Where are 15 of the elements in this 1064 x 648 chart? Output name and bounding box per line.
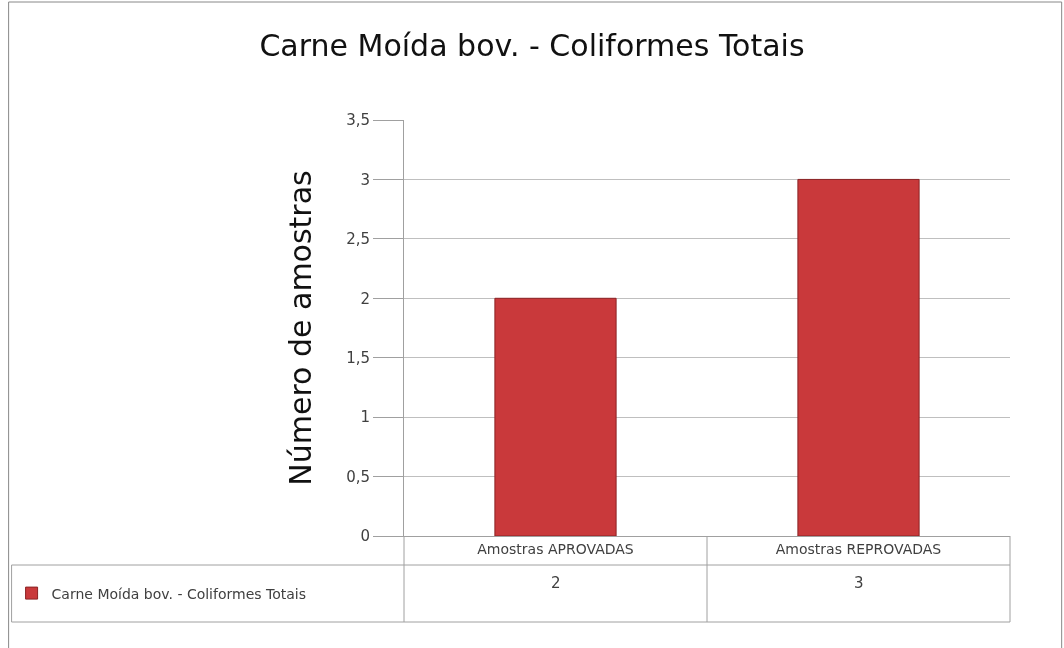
x-tick-label: Amostras REPROVADAS xyxy=(775,540,942,557)
legend-label: Carne Moída bov. - Coliformes Totais xyxy=(51,585,307,602)
y-tick-label: 1,5 xyxy=(346,348,370,367)
chart-title: Carne Moída bov. - Coliformes Totais xyxy=(259,27,805,63)
data-label: 2 xyxy=(551,574,561,592)
y-tick-label: 2,5 xyxy=(346,230,370,249)
data-label: 3 xyxy=(854,574,864,592)
y-tick-label: 0 xyxy=(360,527,370,546)
y-tick-label: 3,5 xyxy=(346,111,370,130)
y-tick-label: 3 xyxy=(360,170,370,189)
y-axis-title: Número de amostras xyxy=(283,170,319,486)
y-tick-label: 1 xyxy=(360,408,370,427)
y-tick-label: 0,5 xyxy=(346,467,370,486)
x-tick-label: Amostras APROVADAS xyxy=(477,540,634,557)
y-tick-label: 2 xyxy=(360,289,370,308)
